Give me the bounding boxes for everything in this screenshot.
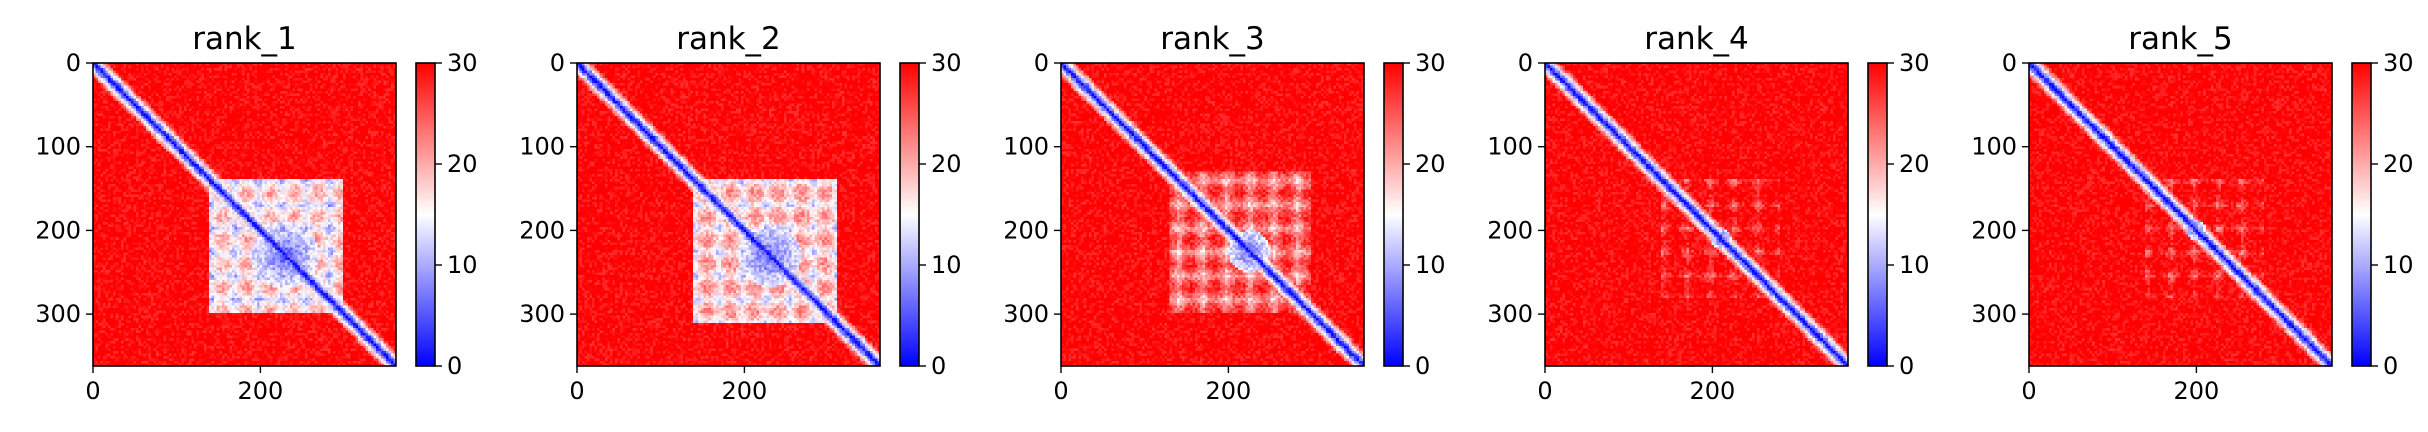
x-tick-label: 200 (721, 377, 767, 405)
axes-frame (92, 62, 397, 367)
colorbar-tick-label: 30 (931, 49, 962, 77)
x-tick-label: 200 (237, 377, 283, 405)
y-tick-label: 200 (35, 216, 81, 244)
colorbar-tick-label: 10 (1415, 251, 1446, 279)
colorbar-frame (1867, 62, 1888, 367)
y-tick-label: 100 (1971, 133, 2017, 161)
axes-frame (1060, 62, 1365, 367)
heatmap-image (1061, 63, 1364, 366)
colorbar-frame (415, 62, 436, 367)
colorbar-tick-label: 0 (447, 352, 462, 380)
y-tick-label: 300 (1971, 300, 2017, 328)
y-tick-label: 200 (1487, 216, 1533, 244)
x-tick-label: 0 (1053, 377, 1068, 405)
y-tick-label: 0 (1034, 49, 1049, 77)
heatmap-image (2029, 63, 2332, 366)
panel-rank-2: rank_2 0 200 0 100 200 300 0 10 20 30 (519, 21, 961, 405)
axes-frame (2028, 62, 2333, 367)
colorbar-tick-label: 30 (1899, 49, 1930, 77)
y-tick-label: 100 (1487, 133, 1533, 161)
colorbar-tick-label: 20 (931, 150, 962, 178)
axes-frame (1544, 62, 1849, 367)
colorbar (416, 63, 435, 366)
colorbar-tick-label: 30 (1415, 49, 1446, 77)
colorbar-tick-label: 20 (2383, 150, 2414, 178)
x-tick-label: 0 (2021, 377, 2036, 405)
y-tick-label: 200 (1971, 216, 2017, 244)
colorbar-tick-label: 20 (1415, 150, 1446, 178)
y-tick-label: 300 (519, 300, 565, 328)
panel-rank-3: rank_3 0 200 0 100 200 300 0 10 20 30 (1003, 21, 1445, 405)
panel-title: rank_4 (1644, 21, 1749, 57)
x-tick-label: 200 (1205, 377, 1251, 405)
panel-title: rank_1 (192, 21, 297, 57)
panel-title: rank_2 (676, 21, 781, 57)
colorbar-tick-label: 10 (931, 251, 962, 279)
colorbar-tick-label: 20 (447, 150, 478, 178)
panel-rank-1: rank_1 0 200 0 100 200 300 0 10 20 30 (35, 21, 477, 405)
y-tick-label: 200 (519, 216, 565, 244)
colorbar-tick-label: 10 (447, 251, 478, 279)
y-tick-label: 0 (66, 49, 81, 77)
colorbar-tick-label: 0 (1899, 352, 1914, 380)
panel-rank-5: rank_5 0 200 0 100 200 300 0 10 20 30 (1971, 21, 2413, 405)
axes-frame (576, 62, 881, 367)
x-tick-label: 200 (2173, 377, 2219, 405)
colorbar-tick-label: 0 (1415, 352, 1430, 380)
colorbar-frame (899, 62, 920, 367)
y-tick-label: 0 (1518, 49, 1533, 77)
colorbar-frame (2351, 62, 2372, 367)
colorbar-tick-label: 20 (1899, 150, 1930, 178)
y-tick-label: 0 (2002, 49, 2017, 77)
y-tick-label: 300 (35, 300, 81, 328)
y-tick-label: 200 (1003, 216, 1049, 244)
y-tick-label: 300 (1003, 300, 1049, 328)
y-tick-label: 300 (1487, 300, 1533, 328)
heatmap-image (93, 63, 396, 366)
y-tick-label: 100 (519, 133, 565, 161)
x-tick-label: 200 (1689, 377, 1735, 405)
colorbar (2352, 63, 2371, 366)
heatmap-image (577, 63, 880, 366)
colorbar (1384, 63, 1403, 366)
heatmap-image (1545, 63, 1848, 366)
x-tick-label: 0 (569, 377, 584, 405)
colorbar-frame (1383, 62, 1404, 367)
x-tick-label: 0 (85, 377, 100, 405)
colorbar (1868, 63, 1887, 366)
colorbar-tick-label: 10 (2383, 251, 2414, 279)
panel-rank-4: rank_4 0 200 0 100 200 300 0 10 20 30 (1487, 21, 1929, 405)
x-tick-label: 0 (1537, 377, 1552, 405)
panel-title: rank_5 (2128, 21, 2233, 57)
panel-title: rank_3 (1160, 21, 1265, 57)
colorbar-tick-label: 0 (2383, 352, 2398, 380)
colorbar-tick-label: 0 (931, 352, 946, 380)
colorbar (900, 63, 919, 366)
colorbar-tick-label: 30 (2383, 49, 2414, 77)
colorbar-tick-label: 30 (447, 49, 478, 77)
y-tick-label: 100 (35, 133, 81, 161)
y-tick-label: 100 (1003, 133, 1049, 161)
y-tick-label: 0 (550, 49, 565, 77)
colorbar-tick-label: 10 (1899, 251, 1930, 279)
